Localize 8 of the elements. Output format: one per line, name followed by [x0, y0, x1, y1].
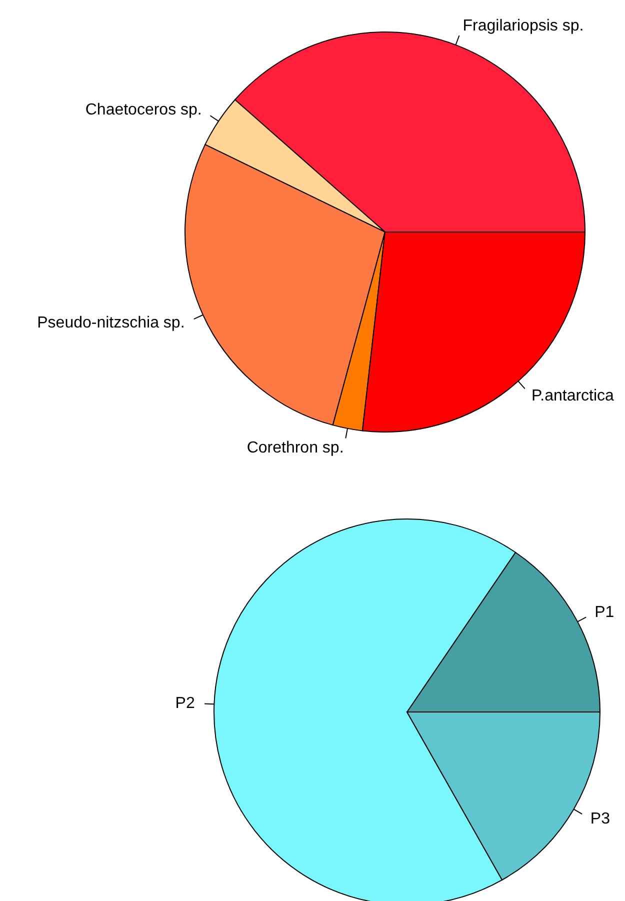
slice-label: Pseudo-nitzschia sp. [37, 314, 185, 332]
slice-label: P.antarctica [532, 388, 614, 405]
slice-label: P3 [590, 810, 610, 828]
slice-label: P2 [175, 694, 195, 712]
slice-label: Chaetoceros sp. [85, 102, 202, 119]
slice-label: Corethron sp. [246, 440, 344, 457]
slice-label: P1 [594, 604, 614, 622]
slice-label: Fragilariopsis sp. [462, 18, 584, 35]
